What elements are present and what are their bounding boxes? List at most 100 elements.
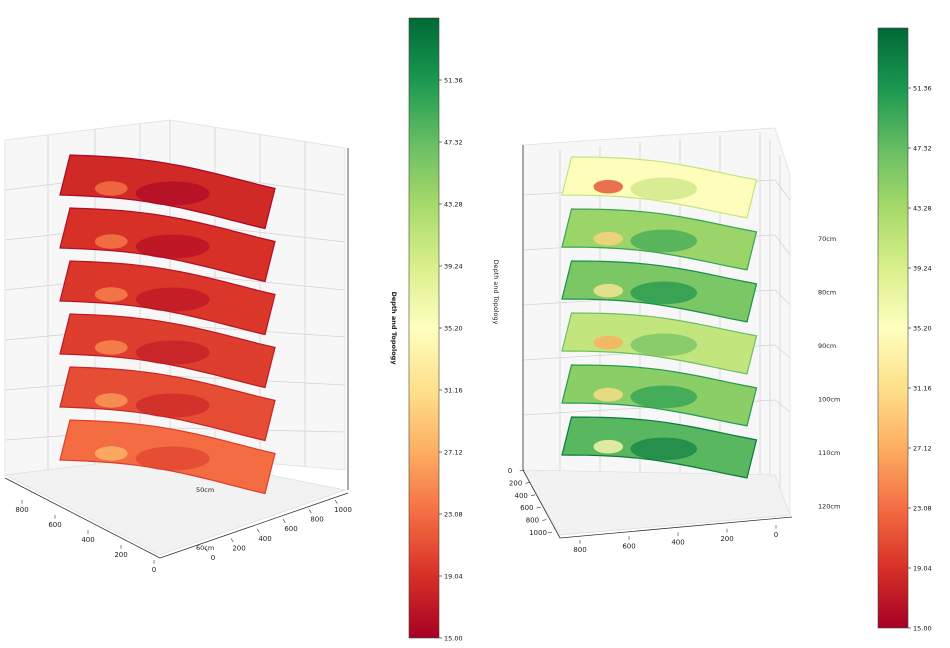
right-cb-tick-label: 51.36: [913, 84, 932, 92]
right-layer-patch: [593, 335, 624, 350]
left-a-tick-label: 200: [114, 551, 127, 559]
left-layer-label-50cm: 50cm: [196, 486, 214, 494]
right-layer-labels: 70cm 80cm 90cm 100cm 110cm 120cm: [818, 235, 840, 511]
left-layer: [59, 366, 276, 442]
left-cb-tick-label: 51.36: [444, 76, 463, 84]
left-b-tick-label: 1000: [334, 506, 352, 514]
right-cb-tick-label: 23.08: [913, 504, 932, 512]
right-axis-a-ticks: 800 600 400 200 0: [573, 525, 778, 554]
right-layer: [561, 208, 758, 271]
left-axis-b-ticks: 1000 800 600 400 200 0: [204, 499, 352, 562]
left-cb-tick-label: 15.00: [444, 634, 463, 642]
right-b-tick-mark: [525, 482, 530, 484]
right-b-tick-label: 200: [509, 479, 522, 487]
right-cb-tick-label: 35.20: [913, 324, 932, 332]
right-layer: [561, 260, 758, 323]
right-layer-patch: [593, 283, 624, 298]
left-cb-tick-label: 39.24: [444, 262, 463, 270]
left-b-tick-mark: [256, 528, 260, 533]
left-layer-patch: [135, 287, 210, 312]
left-surface-layers: [59, 154, 276, 495]
right-layer-patch: [593, 439, 624, 454]
left-layer: [59, 313, 276, 389]
right-axis-lines: [522, 145, 793, 539]
left-cb-tick-label: 27.12: [444, 448, 463, 456]
right-b-tick-mark: [536, 506, 541, 509]
left-cb-tick-label: 31.16: [444, 386, 463, 394]
right-b-tick-mark: [519, 469, 525, 472]
right-layer: [561, 364, 758, 427]
right-colorbar-gradient: [877, 27, 909, 629]
left-layer: [59, 260, 276, 336]
left-a-tick-label: 600: [48, 521, 61, 529]
left-b-tick-label: 600: [284, 525, 297, 533]
left-axis-lines: [4, 148, 349, 559]
right-layer: [561, 156, 758, 219]
right-layer-patch: [593, 387, 624, 402]
right-b-tick-label: 800: [526, 517, 539, 525]
right-layer-patch: [630, 229, 698, 253]
left-b-tick-mark: [308, 509, 312, 514]
right-a-tick-label: 200: [720, 535, 733, 543]
right-layer-patch: [593, 231, 624, 246]
left-colorbar: 15.00 19.04 23.08 27.12 31.16 35.20 39.24 43.28…: [390, 17, 463, 642]
right-layer: [561, 312, 758, 375]
right-layer-patch: [630, 281, 698, 305]
right-cb-tick-label: 31.16: [913, 384, 932, 392]
left-layer-patch: [94, 340, 128, 355]
right-cb-tick-label: 39.24: [913, 264, 932, 272]
right-layer-label: 120cm: [818, 503, 840, 511]
left-b-tick-mark: [282, 519, 286, 523]
right-axis-b-ticks: 0 200 400 600 800 1000: [508, 467, 553, 537]
left-a-tick-label: 400: [81, 536, 94, 544]
left-layer-patch: [135, 234, 210, 259]
right-surface-layers: [561, 156, 758, 479]
left-a-tick-label: 800: [15, 506, 28, 514]
left-layer: [59, 207, 276, 283]
right-cb-tick-label: 47.32: [913, 144, 932, 152]
left-cb-tick-label: 23.08: [444, 510, 463, 518]
right-b-tick-mark: [547, 531, 553, 534]
right-layer: [561, 416, 758, 479]
right-b-tick-mark: [530, 494, 536, 496]
left-layer-patch: [94, 181, 128, 196]
left-cb-tick-label: 19.04: [444, 572, 463, 580]
right-cb-tick-label: 27.12: [913, 444, 932, 452]
left-layer-patch: [135, 446, 210, 471]
left-b-tick-label: 0: [211, 554, 215, 562]
right-cb-tick-label: 15.00: [913, 624, 932, 632]
left-colorbar-gradient: [408, 17, 440, 639]
right-b-tick-mark: [542, 519, 547, 521]
right-layer-patch: [630, 437, 698, 461]
left-layer: [59, 154, 276, 230]
right-colorbar: 15.00 19.04 23.08 27.12 31.16 35.20 39.24 43.28…: [877, 27, 932, 632]
left-b-tick-label: 800: [310, 516, 323, 524]
right-cb-tick-label: 19.04: [913, 564, 932, 572]
left-colorbar-ticks: 15.00 19.04 23.08 27.12 31.16 35.20 39.24 43.28…: [439, 76, 463, 642]
left-cb-tick-label: 35.20: [444, 324, 463, 332]
left-b-tick-mark: [204, 547, 208, 552]
left-layer-patch: [135, 393, 210, 418]
right-3d-plot: 800 600 400 200 0 0 200 400 600 800 1000 Depth an…: [492, 127, 840, 554]
right-a-tick-label: 400: [671, 539, 684, 547]
left-layer-patch: [94, 234, 128, 249]
left-corner-label: 60cm: [196, 544, 214, 552]
right-b-tick-label: 400: [515, 492, 528, 500]
right-layer-patch: [630, 333, 698, 357]
left-3d-plot: 800 600 400 200 0 1000 800 600 400 200 0 50cm 60c…: [3, 119, 352, 574]
left-layer: [59, 419, 276, 495]
left-layer-patch: [135, 340, 210, 365]
right-layer-patch: [630, 177, 698, 201]
right-b-tick-label: 0: [508, 467, 512, 475]
right-layer-label: 70cm: [818, 235, 836, 243]
right-layer-label: 80cm: [818, 289, 836, 297]
right-layer-patch: [630, 385, 698, 409]
right-cb-tick-label: 43.28: [913, 204, 932, 212]
left-cb-tick-label: 47.32: [444, 138, 463, 146]
right-b-tick-label: 1000: [529, 529, 547, 537]
right-a-tick-label: 600: [622, 542, 635, 550]
left-b-tick-mark: [230, 538, 234, 543]
left-b-tick-mark: [334, 499, 338, 504]
right-a-tick-label: 0: [774, 531, 778, 539]
